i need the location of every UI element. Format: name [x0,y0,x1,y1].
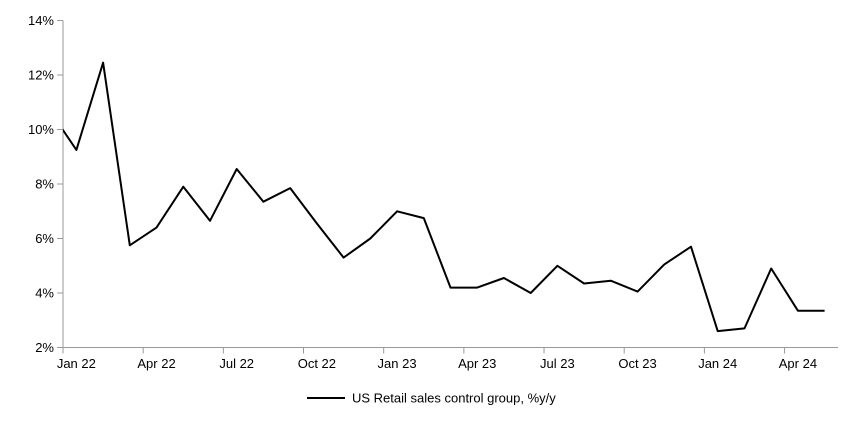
x-axis-label: Apr 23 [458,356,496,371]
x-axis-label: Apr 24 [779,356,817,371]
y-axis-label: 4% [35,286,54,301]
legend: US Retail sales control group, %y/y [307,391,556,406]
y-axis-label: 2% [35,340,54,355]
x-axis-label: Jan 23 [378,356,417,371]
x-axis: Jan 22 Apr 22 Jul 22 Oct 22 Jan 23 Apr 23 Jul … [57,347,838,371]
y-axis-label: 8% [35,177,54,192]
x-axis-label: Jan 24 [698,356,737,371]
x-axis-label: Apr 22 [137,356,175,371]
x-axis-label: Oct 22 [298,356,336,371]
y-axis-label: 14% [28,13,54,28]
data-series [63,61,825,333]
data-line [63,61,825,333]
x-axis-label: Jul 22 [219,356,254,371]
y-axis-label: 12% [28,68,54,83]
x-axis-label: Jan 22 [57,356,96,371]
legend-label: US Retail sales control group, %y/y [352,391,556,406]
y-axis-label: 6% [35,231,54,246]
y-axis-label: 10% [28,122,54,137]
y-axis: 2% 4% 6% 8% 10% 12% 14% [28,13,64,355]
x-axis-label: Jul 23 [540,356,575,371]
x-axis-label: Oct 23 [618,356,656,371]
